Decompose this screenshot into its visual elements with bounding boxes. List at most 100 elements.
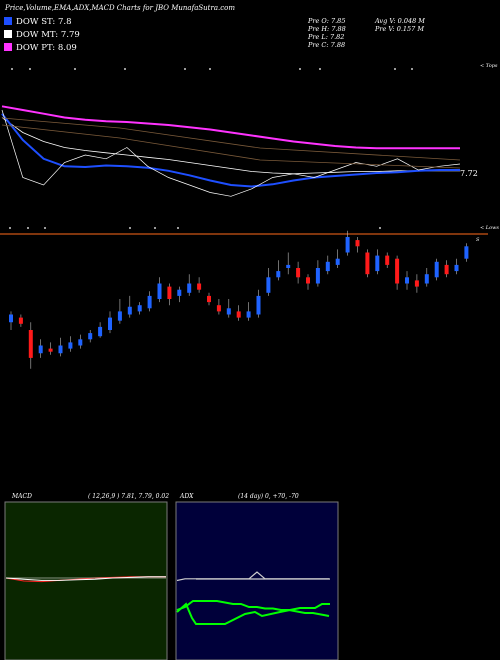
- chart-header-title: Price,Volume,EMA,ADX,MACD Charts for JBO…: [5, 4, 236, 12]
- last-price-label: 7.72: [460, 169, 478, 178]
- candle-body-46: [464, 246, 469, 259]
- adx-params: (14 day) 0, +70, -70: [238, 493, 299, 500]
- candle-body-45: [454, 264, 459, 272]
- candle-body-2: [28, 330, 33, 358]
- ema-line-3: [1, 109, 461, 197]
- ema-lines-group: [1, 105, 461, 197]
- legend-label-pt: DOW PT: 8.09: [16, 43, 77, 53]
- candle-body-15: [157, 283, 162, 299]
- top-marker-2: [74, 68, 76, 70]
- legend-dow-mt: DOW MT: 7.79: [4, 30, 80, 40]
- candle-body-37: [375, 255, 380, 272]
- lows-s-marker: S: [476, 237, 480, 243]
- legend-swatch-mt: [4, 30, 12, 38]
- candle-body-36: [365, 252, 370, 275]
- candle-body-29: [296, 268, 301, 278]
- low-marker-4: [154, 227, 156, 229]
- ohlc-avg-volume: Avg V: 0.048 M: [375, 17, 425, 25]
- adx-panel: [175, 501, 339, 660]
- candle-body-28: [286, 264, 291, 268]
- candle-body-35: [355, 240, 360, 247]
- adx-title: ADX: [179, 493, 194, 500]
- candle-body-25: [256, 295, 261, 315]
- candle-body-40: [405, 277, 409, 284]
- low-marker-6: [379, 227, 381, 229]
- top-marker-4: [184, 68, 186, 70]
- candle-body-33: [335, 258, 340, 265]
- candle-body-8: [88, 333, 93, 340]
- candle-body-43: [434, 261, 439, 278]
- candle-body-9: [98, 326, 103, 337]
- top-marker-3: [124, 68, 126, 70]
- top-marker-6: [299, 68, 301, 70]
- candle-body-38: [385, 255, 390, 265]
- low-marker-0: [9, 227, 11, 229]
- candle-body-23: [236, 311, 241, 318]
- candle-body-18: [187, 283, 192, 293]
- ema-line-1: [1, 117, 460, 175]
- ema-line-2: [1, 113, 460, 188]
- candle-body-30: [306, 277, 310, 284]
- candle-body-22: [226, 308, 231, 315]
- candle-body-19: [197, 283, 202, 290]
- legend-label-st: DOW ST: 7.8: [16, 17, 72, 27]
- candle-body-20: [207, 295, 211, 303]
- candle-body-4: [48, 348, 53, 352]
- legend-label-mt: DOW MT: 7.79: [16, 30, 80, 40]
- candles-group: [9, 230, 469, 369]
- lows-label: < Lows: [480, 225, 499, 231]
- candle-body-12: [127, 306, 132, 315]
- low-marker-5: [177, 227, 179, 229]
- candle-body-5: [58, 345, 63, 354]
- ohlc-open: Pre O: 7.85: [308, 17, 346, 25]
- candle-body-16: [167, 286, 172, 299]
- legend-swatch-pt: [4, 43, 12, 51]
- adx-lines-group: [176, 571, 330, 625]
- candle-body-6: [68, 342, 73, 349]
- candle-body-31: [315, 268, 320, 284]
- ohlc-high: Pre H: 7.88: [308, 25, 346, 33]
- macd-title: MACD: [11, 493, 32, 500]
- candle-body-3: [38, 345, 43, 354]
- candle-body-41: [414, 280, 419, 287]
- top-marker-7: [319, 68, 321, 70]
- low-marker-3: [129, 227, 131, 229]
- candle-body-11: [117, 311, 122, 321]
- candle-body-34: [345, 237, 350, 253]
- candle-body-39: [395, 258, 400, 284]
- macd-line-1: [5, 576, 166, 581]
- candle-body-42: [424, 274, 429, 284]
- candle-body-24: [246, 311, 251, 318]
- ohlc-low: Pre L: 7.82: [308, 33, 345, 41]
- top-marker-5: [209, 68, 211, 70]
- candle-body-27: [276, 271, 281, 278]
- ohlc-close: Pre C: 7.88: [308, 41, 346, 49]
- candle-body-13: [137, 305, 142, 312]
- ema-band-upper: [1, 117, 461, 161]
- candle-body-14: [147, 295, 152, 309]
- tops-label: < Tops: [480, 63, 498, 69]
- low-marker-2: [44, 227, 46, 229]
- top-marker-1: [29, 68, 31, 70]
- macd-params: ( 12,26,9 ) 7.81, 7.79, 0.02: [88, 493, 169, 500]
- top-marker-0: [11, 68, 13, 70]
- tops-markers: [11, 68, 413, 70]
- candle-body-32: [325, 261, 330, 272]
- candle-body-26: [266, 277, 271, 293]
- top-marker-8: [394, 68, 396, 70]
- legend-dow-pt: DOW PT: 8.09: [4, 43, 77, 53]
- top-marker-9: [411, 68, 413, 70]
- ohlc-prev-volume: Pre V: 0.157 M: [375, 25, 425, 33]
- candle-body-10: [108, 317, 112, 330]
- lows-markers: [9, 227, 381, 229]
- candle-body-0: [9, 314, 13, 323]
- candle-body-1: [18, 317, 23, 324]
- candle-body-17: [177, 289, 182, 296]
- legend-dow-st: DOW ST: 7.8: [4, 17, 72, 27]
- candle-body-44: [444, 264, 449, 275]
- legend-swatch-st: [4, 17, 12, 25]
- adx-di-minus-trace: [176, 602, 330, 625]
- macd-lines-group: [5, 576, 166, 583]
- candle-body-21: [216, 305, 221, 312]
